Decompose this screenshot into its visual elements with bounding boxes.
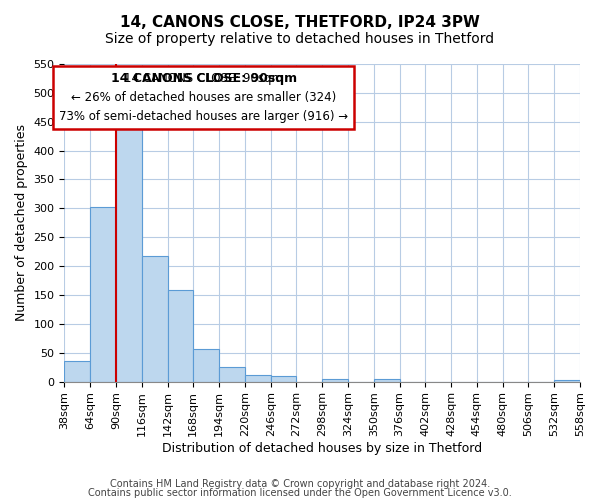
Bar xyxy=(193,348,219,382)
Bar xyxy=(64,361,90,382)
Text: Size of property relative to detached houses in Thetford: Size of property relative to detached ho… xyxy=(106,32,494,46)
X-axis label: Distribution of detached houses by size in Thetford: Distribution of detached houses by size … xyxy=(162,442,482,455)
Text: Contains HM Land Registry data © Crown copyright and database right 2024.: Contains HM Land Registry data © Crown c… xyxy=(110,479,490,489)
Text: Contains public sector information licensed under the Open Government Licence v3: Contains public sector information licen… xyxy=(88,488,512,498)
Bar xyxy=(142,256,167,382)
Text: 14 CANONS CLOSE: 90sqm
← 26% of detached houses are smaller (324)
73% of semi-de: 14 CANONS CLOSE: 90sqm ← 26% of detached… xyxy=(59,72,348,123)
Bar xyxy=(554,380,580,382)
Y-axis label: Number of detached properties: Number of detached properties xyxy=(15,124,28,322)
Bar xyxy=(374,380,400,382)
Bar xyxy=(116,126,142,382)
Bar xyxy=(322,380,348,382)
Bar xyxy=(167,290,193,382)
Text: 14 CANONS CLOSE: 90sqm: 14 CANONS CLOSE: 90sqm xyxy=(110,72,296,85)
Text: 14, CANONS CLOSE, THETFORD, IP24 3PW: 14, CANONS CLOSE, THETFORD, IP24 3PW xyxy=(120,15,480,30)
Bar xyxy=(219,367,245,382)
Bar xyxy=(271,376,296,382)
Bar xyxy=(245,374,271,382)
Bar xyxy=(90,206,116,382)
